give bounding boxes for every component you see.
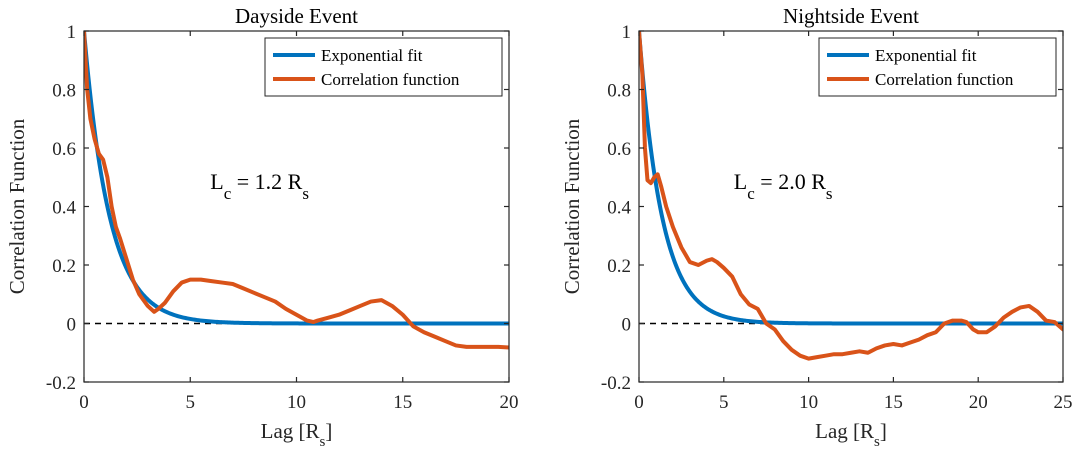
- legend-entry: Correlation function: [321, 70, 460, 89]
- x-axis-label: Lag [Rs]: [261, 419, 333, 450]
- y-tick-label: 0.6: [52, 139, 76, 160]
- y-tick-label: 0.2: [52, 256, 76, 277]
- x-tick-label: 0: [634, 392, 644, 413]
- y-axis-label: Correlation Function: [560, 118, 584, 294]
- x-axis-label-sub: s: [874, 434, 880, 450]
- exponential-fit-line: [84, 31, 509, 326]
- y-tick-label: 0: [622, 315, 632, 336]
- correlation-function-line: [639, 31, 1063, 361]
- y-tick-label: 0.4: [52, 198, 76, 219]
- legend-box: [818, 37, 1057, 97]
- x-tick-label: 20: [969, 392, 988, 413]
- x-axis-label-suffix: ]: [880, 419, 887, 443]
- x-tick-label: 15: [393, 392, 412, 413]
- x-tick-label: 5: [719, 392, 729, 413]
- x-axis-label-sub: s: [320, 434, 326, 450]
- exponential-fit-line: [639, 31, 1063, 326]
- x-tick-label: 10: [287, 392, 306, 413]
- y-tick-label: -0.2: [601, 373, 631, 394]
- x-axis-label-suffix: ]: [325, 419, 332, 443]
- y-tick-label: 0: [67, 315, 77, 336]
- chart-title: Nightside Event: [783, 4, 919, 28]
- correlation-function-line: [84, 31, 509, 350]
- annotation-sub2: s: [302, 183, 309, 202]
- annotation-main: L: [734, 169, 747, 194]
- chart-title: Dayside Event: [235, 4, 358, 28]
- x-axis-label-main: Lag [R: [815, 419, 874, 443]
- annotation-sub: c: [747, 183, 755, 202]
- x-tick-label: 5: [186, 392, 196, 413]
- legend: Exponential fit Correlation function: [264, 37, 503, 97]
- plot-area: [639, 31, 1063, 361]
- x-tick-label: 25: [1054, 392, 1073, 413]
- y-tick-label: 0.2: [607, 256, 631, 277]
- y-tick-label: 0.8: [607, 81, 631, 102]
- y-tick-label: 1: [67, 22, 77, 43]
- legend: Exponential fit Correlation function: [818, 37, 1057, 97]
- y-tick-label: 0.8: [52, 81, 76, 102]
- legend-entry: Correlation function: [875, 70, 1014, 89]
- annotation-rest: = 1.2 R: [231, 169, 302, 194]
- plot-area: [84, 31, 509, 350]
- decay-length-annotation: Lc = 1.2 Rs: [210, 169, 309, 203]
- y-tick-label: 0.6: [607, 139, 631, 160]
- y-tick-label: 1: [622, 22, 632, 43]
- annotation-sub2: s: [826, 183, 833, 202]
- annotation-sub: c: [224, 183, 232, 202]
- x-axis-label: Lag [Rs]: [815, 419, 887, 450]
- x-tick-label: 0: [79, 392, 89, 413]
- y-axis-label: Correlation Function: [5, 118, 29, 294]
- annotation-rest: = 2.0 R: [755, 169, 826, 194]
- x-tick-label: 15: [884, 392, 903, 413]
- x-axis-label-main: Lag [R: [261, 419, 320, 443]
- y-tick-label: -0.2: [46, 373, 76, 394]
- annotation-main: L: [210, 169, 223, 194]
- legend-box: [264, 37, 503, 97]
- x-tick-label: 10: [799, 392, 818, 413]
- y-tick-label: 0.4: [607, 198, 631, 219]
- decay-length-annotation: Lc = 2.0 Rs: [734, 169, 833, 203]
- legend-entry: Exponential fit: [321, 46, 423, 65]
- x-tick-label: 20: [500, 392, 519, 413]
- legend-entry: Exponential fit: [875, 46, 977, 65]
